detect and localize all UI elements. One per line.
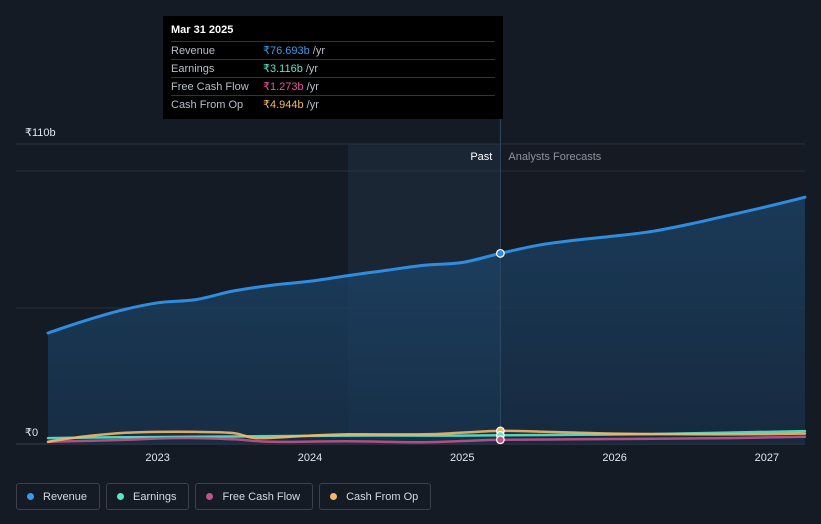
tooltip-row-cash-from-op: Cash From Op ₹4.944b /yr — [171, 95, 495, 113]
tooltip-label: Free Cash Flow — [171, 80, 249, 93]
cash-from-op-line — [46, 429, 807, 444]
chart-tooltip: Mar 31 2025 Revenue ₹76.693b /yr Earning… — [163, 16, 503, 119]
tooltip-row-earnings: Earnings ₹3.116b /yr — [171, 59, 495, 77]
y-tick-label: ₹110b — [25, 127, 56, 139]
legend-label: Cash From Op — [346, 490, 419, 503]
tooltip-value: ₹4.944b — [263, 99, 304, 111]
tooltip-row-free-cash-flow: Free Cash Flow ₹1.273b /yr — [171, 77, 495, 95]
free-cash-flow-dot-icon — [206, 493, 214, 500]
y-tick-label: ₹0 — [25, 427, 38, 439]
free-cash-flow-marker — [495, 435, 505, 445]
legend-label: Free Cash Flow — [222, 490, 301, 503]
x-tick-label: 2026 — [602, 452, 626, 464]
earnings-dot-icon — [117, 493, 125, 500]
legend-item-free-cash-flow[interactable]: Free Cash Flow — [195, 483, 314, 510]
past-label: Past — [470, 151, 492, 163]
legend-item-cash-from-op[interactable]: Cash From Op — [319, 483, 432, 510]
chart-legend: Revenue Earnings Free Cash Flow Cash Fro… — [16, 483, 432, 510]
tooltip-label: Cash From Op — [171, 98, 244, 111]
legend-label: Revenue — [43, 490, 88, 503]
revenue-marker — [495, 248, 505, 258]
tooltip-value: ₹1.273b — [263, 81, 304, 93]
x-tick-label: 2024 — [298, 452, 322, 464]
tooltip-label: Earnings — [171, 62, 215, 75]
legend-item-earnings[interactable]: Earnings — [106, 483, 190, 510]
x-tick-label: 2027 — [755, 452, 779, 464]
tooltip-date: Mar 31 2025 — [171, 24, 234, 36]
tooltip-value: ₹76.693b — [263, 45, 310, 57]
revenue-area — [48, 197, 805, 444]
revenue-line — [46, 195, 807, 335]
tooltip-label: Revenue — [171, 44, 216, 57]
tooltip-row-revenue: Revenue ₹76.693b /yr — [171, 41, 495, 59]
x-tick-label: 2023 — [145, 452, 169, 464]
revenue-dot-icon — [27, 493, 34, 500]
tooltip-unit: /yr — [306, 98, 319, 111]
legend-item-revenue[interactable]: Revenue — [16, 483, 101, 510]
tooltip-unit: /yr — [305, 62, 319, 75]
forecast-label: Analysts Forecasts — [508, 151, 601, 163]
forecast-overlay — [500, 144, 805, 444]
tooltip-unit: /yr — [306, 80, 319, 93]
tooltip-value: ₹3.116b — [263, 63, 303, 75]
free-cash-flow-line — [46, 435, 807, 444]
legend-label: Earnings — [133, 490, 177, 503]
tooltip-unit: /yr — [312, 44, 325, 57]
x-tick-label: 2025 — [450, 452, 474, 464]
cash-from-op-dot-icon — [330, 493, 338, 500]
